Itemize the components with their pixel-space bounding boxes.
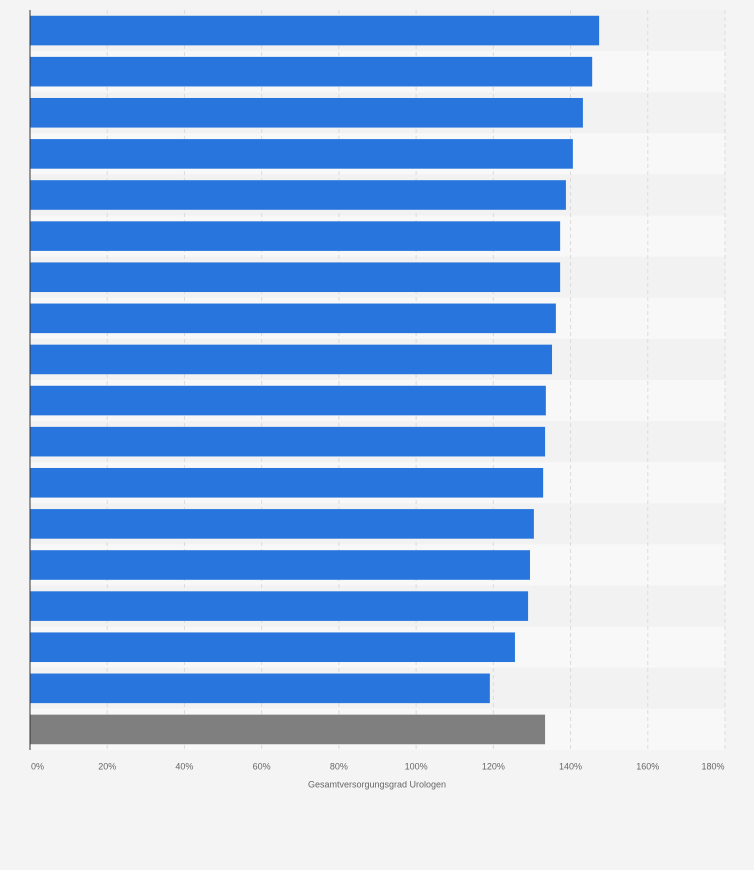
bar (30, 632, 515, 663)
bar (30, 509, 534, 539)
bar (30, 97, 583, 128)
bar (30, 303, 556, 334)
x-tick-label: 20% (98, 761, 116, 771)
x-tick-label: 100% (405, 761, 428, 771)
x-tick-label: 140% (559, 761, 582, 771)
x-tick-label: 0% (31, 761, 44, 771)
x-tick-label: 180% (701, 761, 724, 771)
x-tick-label: 60% (253, 761, 271, 771)
bar (30, 673, 490, 704)
bar (30, 344, 553, 375)
bar (30, 56, 593, 87)
x-tick-label: 120% (482, 761, 505, 771)
bar (30, 591, 529, 621)
bar (30, 426, 546, 457)
x-tick-label: 160% (636, 761, 659, 771)
bar (30, 550, 531, 580)
bar (30, 262, 561, 293)
bar (30, 467, 544, 498)
bar (30, 221, 561, 251)
x-tick-label: 40% (175, 761, 193, 771)
bar (30, 139, 573, 169)
x-axis-title: Gesamtversorgungsgrad Urologen (308, 779, 446, 789)
bar (30, 714, 546, 745)
bar (30, 385, 546, 416)
bar (30, 180, 566, 210)
x-tick-label: 80% (330, 761, 348, 771)
bar (30, 15, 600, 46)
